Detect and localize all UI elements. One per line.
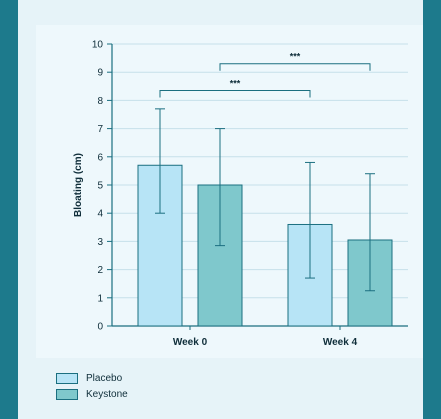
y-tick-label: 4 xyxy=(97,209,103,220)
figure-panel: 0 1 2 3 4 5 6 7 8 9 10 Bloating (cm) Week 0 Week 4 ***… xyxy=(18,0,423,419)
plot-area-card: 0 1 2 3 4 5 6 7 8 9 10 Bloating (cm) Week 0 Week 4 ***… xyxy=(36,25,423,358)
y-axis-title: Bloating (cm) xyxy=(73,153,84,217)
significance-label: *** xyxy=(230,79,241,89)
y-tick-label: 9 xyxy=(97,68,103,79)
y-tick-label: 6 xyxy=(97,152,103,163)
legend-label-placebo: Placebo xyxy=(86,372,123,384)
significance-label: *** xyxy=(290,52,301,62)
x-tick-label: Week 0 xyxy=(173,337,208,348)
significance-bracket xyxy=(219,63,371,71)
legend-item-keystone: Keystone xyxy=(56,387,128,401)
y-tick-label: 3 xyxy=(97,237,103,248)
y-tick-label: 1 xyxy=(97,293,103,304)
x-tick-label: Week 4 xyxy=(323,337,358,348)
y-tick-label: 7 xyxy=(97,124,103,135)
legend-label-keystone: Keystone xyxy=(86,388,128,400)
y-tick-label: 10 xyxy=(92,40,104,51)
bar-chart: 0 1 2 3 4 5 6 7 8 9 10 Bloating (cm) Week 0 Week 4 ***… xyxy=(73,40,408,348)
legend-swatch-keystone xyxy=(56,388,78,400)
y-tick-label: 5 xyxy=(97,181,103,192)
y-tick-label: 0 xyxy=(97,322,103,333)
y-tick-label: 2 xyxy=(97,265,103,276)
legend-swatch-placebo xyxy=(56,372,78,384)
legend-item-placebo: Placebo xyxy=(56,371,122,385)
significance-bracket xyxy=(159,90,311,98)
y-tick-label: 8 xyxy=(97,96,103,107)
